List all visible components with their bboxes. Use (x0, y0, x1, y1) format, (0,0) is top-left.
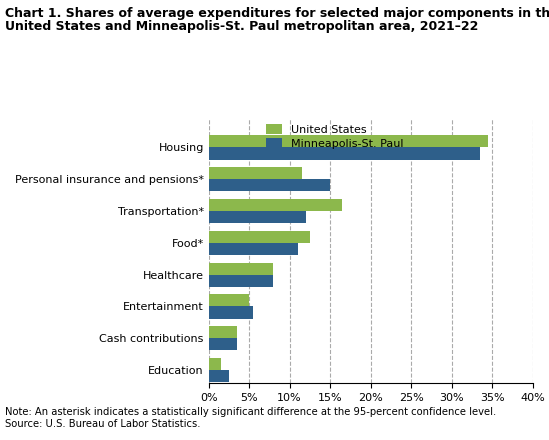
Bar (209, 211, 306, 223)
Bar (209, 338, 237, 350)
Bar (209, 294, 249, 307)
Bar (209, 358, 221, 370)
Text: Chart 1. Shares of average expenditures for selected major components in the: Chart 1. Shares of average expenditures … (5, 7, 549, 20)
Text: United States and Minneapolis-St. Paul metropolitan area, 2021–22: United States and Minneapolis-St. Paul m… (5, 20, 479, 33)
Bar (209, 199, 342, 211)
Bar (209, 179, 330, 191)
Legend: United States, Minneapolis-St. Paul: United States, Minneapolis-St. Paul (266, 125, 404, 149)
Bar (209, 275, 273, 287)
Bar (209, 136, 488, 147)
Bar (209, 147, 480, 160)
Bar (209, 307, 253, 319)
Bar (209, 167, 302, 179)
Text: Note: An asterisk indicates a statistically significant difference at the 95-per: Note: An asterisk indicates a statistica… (5, 407, 497, 429)
Bar (209, 370, 229, 382)
Bar (209, 263, 273, 275)
Bar (209, 326, 237, 338)
Bar (209, 243, 298, 255)
Bar (209, 231, 310, 243)
